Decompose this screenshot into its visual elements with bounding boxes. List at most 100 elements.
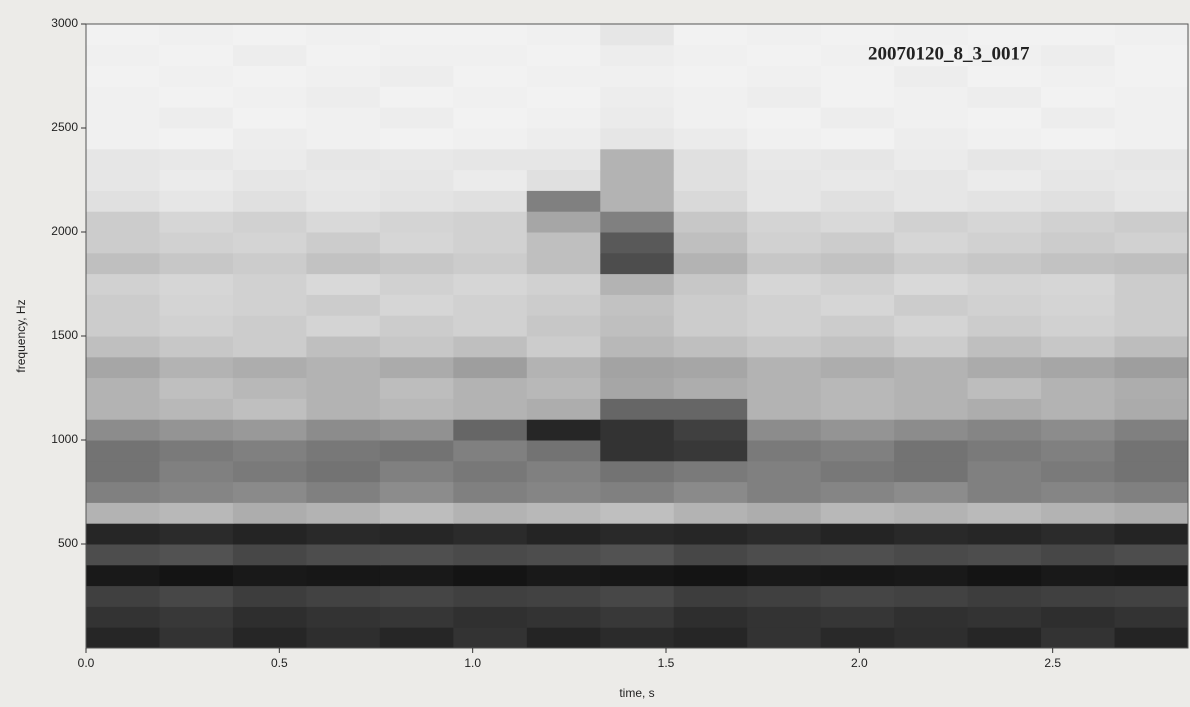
cell — [232, 86, 307, 108]
cell — [673, 606, 748, 628]
cell — [232, 419, 307, 441]
cell — [673, 544, 748, 566]
cell — [306, 190, 381, 212]
x-tick-label: 0.0 — [78, 656, 95, 670]
cell — [1041, 460, 1116, 483]
x-tick-label: 1.0 — [464, 656, 481, 670]
cell — [379, 523, 454, 545]
cell — [232, 294, 307, 316]
annotation: 20070120_8_3_0017 — [868, 43, 1030, 64]
cell — [967, 273, 1042, 295]
cell — [1114, 169, 1189, 191]
cell — [894, 315, 969, 337]
cell — [232, 481, 307, 503]
cell — [306, 211, 381, 233]
cell — [306, 502, 381, 524]
cell — [1041, 24, 1116, 46]
cell — [1114, 377, 1189, 399]
cell — [820, 128, 895, 150]
cell — [526, 294, 601, 316]
cell — [453, 232, 528, 254]
cell — [526, 356, 601, 379]
cell — [820, 460, 895, 483]
cell — [379, 86, 454, 108]
cell — [526, 627, 601, 649]
cell — [232, 460, 307, 483]
cell — [673, 502, 748, 524]
cell — [453, 377, 528, 399]
cell — [453, 564, 528, 587]
y-tick-label: 500 — [58, 536, 78, 550]
cell — [306, 481, 381, 503]
x-tick-label: 1.5 — [658, 656, 675, 670]
cell — [379, 606, 454, 628]
cell — [747, 24, 822, 46]
cell — [86, 273, 160, 295]
cell — [86, 544, 160, 566]
cell — [1041, 128, 1116, 150]
cell — [1041, 65, 1116, 87]
cell — [1114, 107, 1189, 129]
cell — [526, 460, 601, 483]
cell — [747, 419, 822, 441]
cell — [306, 336, 381, 358]
cell — [894, 627, 969, 649]
cell — [159, 440, 234, 462]
cell — [306, 356, 381, 379]
cell — [820, 44, 895, 67]
cell — [379, 252, 454, 275]
cell — [379, 336, 454, 358]
cell — [894, 169, 969, 191]
cell — [306, 148, 381, 171]
cell — [379, 315, 454, 337]
cell — [747, 128, 822, 150]
cell — [747, 523, 822, 545]
cell — [600, 252, 675, 275]
cell — [86, 585, 160, 607]
cell — [379, 24, 454, 46]
cell — [379, 273, 454, 295]
cell — [673, 377, 748, 399]
cell — [600, 440, 675, 462]
cell — [306, 252, 381, 275]
cell — [306, 169, 381, 191]
cell — [379, 585, 454, 607]
cell — [86, 44, 160, 67]
cell — [306, 44, 381, 67]
cell — [379, 377, 454, 399]
cell — [747, 107, 822, 129]
cell — [159, 481, 234, 503]
cell — [600, 128, 675, 150]
cell — [820, 148, 895, 171]
cell — [600, 232, 675, 254]
cell — [86, 523, 160, 545]
cell — [306, 398, 381, 420]
cell — [820, 65, 895, 87]
y-tick-label: 1500 — [51, 328, 78, 342]
cell — [747, 252, 822, 275]
cell — [232, 128, 307, 150]
cell — [232, 190, 307, 212]
cell — [526, 211, 601, 233]
cell — [159, 211, 234, 233]
cell — [747, 627, 822, 649]
cell — [453, 398, 528, 420]
cell — [820, 481, 895, 503]
cell — [232, 398, 307, 420]
cell — [379, 356, 454, 379]
cell — [526, 148, 601, 171]
cell — [820, 606, 895, 628]
cell — [86, 294, 160, 316]
cell — [232, 336, 307, 358]
cell — [600, 564, 675, 587]
cell — [673, 440, 748, 462]
cell — [159, 544, 234, 566]
cell — [600, 211, 675, 233]
cell — [232, 523, 307, 545]
cell — [306, 128, 381, 150]
cell — [526, 44, 601, 67]
cell — [673, 398, 748, 420]
cell — [820, 107, 895, 129]
cell — [86, 211, 160, 233]
cell — [673, 211, 748, 233]
